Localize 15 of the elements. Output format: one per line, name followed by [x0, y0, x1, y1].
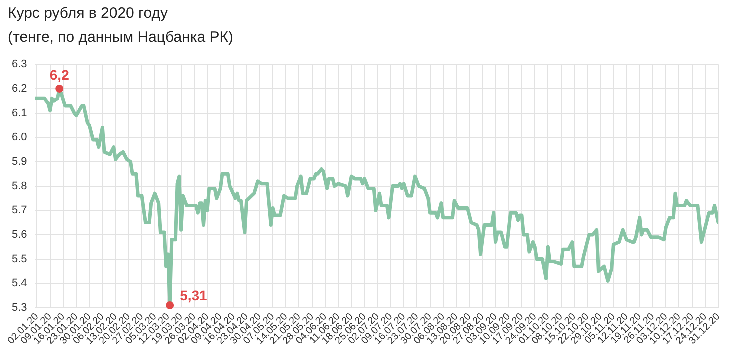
y-tick-label: 6.1: [12, 107, 28, 120]
y-tick-label: 5.6: [12, 229, 28, 242]
y-tick-label: 6.3: [12, 58, 28, 71]
chart-title: Курс рубля в 2020 году: [8, 4, 168, 24]
annotation: 6,2: [50, 66, 70, 83]
y-tick-label: 6.0: [12, 132, 28, 144]
y-tick-label: 5.8: [12, 180, 28, 192]
chart-subtitle: (тенге, по данным Нацбанка РК): [8, 28, 234, 48]
y-tick-label: 6.2: [12, 82, 28, 95]
y-tick-label: 5.9: [12, 156, 28, 168]
y-tick-label: 5.5: [12, 253, 28, 266]
y-tick-label: 5.7: [12, 204, 28, 217]
y-tick-label: 5.3: [12, 302, 28, 314]
y-tick-label: 5.4: [12, 278, 28, 290]
annotation: 5,31: [180, 287, 208, 304]
